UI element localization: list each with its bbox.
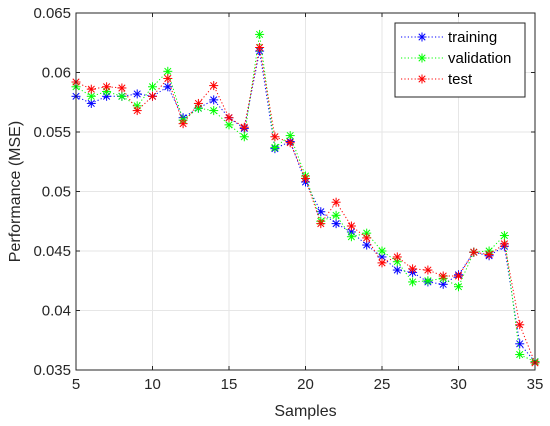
- data-point-validation: [454, 282, 463, 292]
- data-point-validation: [499, 231, 509, 241]
- data-point-test: [454, 271, 463, 281]
- data-point-test: [270, 132, 280, 142]
- data-point-test: [255, 43, 265, 53]
- data-point-test: [438, 271, 448, 281]
- x-tick-label: 5: [72, 376, 80, 393]
- data-point-test: [392, 252, 402, 262]
- x-tick-label: 35: [527, 376, 544, 393]
- x-tick-label: 20: [297, 376, 314, 393]
- x-tick-label: 15: [221, 376, 238, 393]
- data-point-validation: [270, 142, 280, 152]
- data-point-validation: [346, 232, 356, 242]
- y-tick-label: 0.045: [33, 243, 71, 260]
- data-point-test: [515, 320, 525, 330]
- data-point-validation: [408, 277, 418, 287]
- data-point-test: [163, 73, 173, 83]
- data-point-validation: [117, 91, 127, 101]
- y-tick-label: 0.065: [33, 5, 71, 22]
- data-point-validation: [423, 276, 433, 286]
- x-tick-label: 30: [450, 376, 467, 393]
- data-point-validation: [148, 82, 157, 92]
- data-point-test: [117, 83, 127, 93]
- data-point-training: [515, 339, 525, 349]
- legend-marker-training: [417, 32, 427, 42]
- data-point-training: [331, 219, 341, 229]
- data-point-test: [331, 197, 341, 207]
- data-point-test: [178, 119, 188, 129]
- y-tick-label: 0.035: [33, 362, 71, 379]
- y-tick-label: 0.04: [42, 303, 71, 320]
- data-point-test: [484, 250, 494, 260]
- data-point-training: [86, 98, 96, 108]
- data-point-test: [86, 84, 96, 94]
- data-point-validation: [515, 350, 525, 360]
- y-tick-label: 0.055: [33, 124, 71, 141]
- data-point-test: [132, 106, 142, 116]
- legend: training validation test: [394, 22, 526, 98]
- data-point-test: [209, 81, 219, 91]
- series-layer: [71, 29, 540, 368]
- data-point-test: [239, 122, 249, 132]
- x-tick-label: 25: [374, 376, 391, 393]
- data-point-validation: [163, 66, 173, 76]
- data-point-test: [423, 265, 433, 275]
- data-point-training: [209, 95, 219, 105]
- legend-label-validation: validation: [448, 50, 511, 67]
- legend-label-training: training: [448, 29, 497, 46]
- legend-box: [394, 22, 526, 98]
- data-point-test: [193, 98, 203, 108]
- x-tick-label: 10: [144, 376, 161, 393]
- data-point-validation: [224, 120, 234, 130]
- y-axis-label: Performance (MSE): [7, 121, 24, 262]
- data-point-training: [163, 82, 173, 92]
- y-tick-label: 0.06: [42, 65, 71, 82]
- data-point-test: [362, 233, 372, 243]
- data-point-test: [499, 239, 509, 249]
- data-point-test: [377, 258, 387, 268]
- data-point-validation: [209, 106, 219, 116]
- data-point-test: [102, 82, 112, 92]
- x-axis-label: Samples: [274, 403, 336, 420]
- data-point-training: [392, 265, 402, 275]
- data-point-test: [469, 247, 479, 257]
- data-point-training: [362, 240, 372, 250]
- data-point-validation: [377, 246, 387, 256]
- data-point-validation: [255, 29, 265, 39]
- data-point-test: [301, 173, 310, 183]
- y-tick-label: 0.05: [42, 184, 71, 201]
- data-point-test: [408, 264, 418, 274]
- data-point-test: [346, 221, 356, 231]
- data-point-test: [285, 138, 295, 148]
- axis-ticks: 5 10 15 20 25 30 35 0.035 0.04 0.045 0.05 0.055 0.06…: [33, 5, 543, 393]
- legend-marker-validation: [417, 53, 427, 63]
- data-point-test: [148, 91, 157, 101]
- data-point-test: [316, 219, 326, 229]
- data-point-validation: [331, 210, 341, 220]
- data-point-training: [132, 89, 142, 99]
- data-point-validation: [239, 132, 249, 142]
- data-point-training: [438, 279, 448, 289]
- legend-label-test: test: [448, 71, 473, 88]
- legend-marker-test: [417, 74, 427, 84]
- data-point-test: [224, 113, 234, 123]
